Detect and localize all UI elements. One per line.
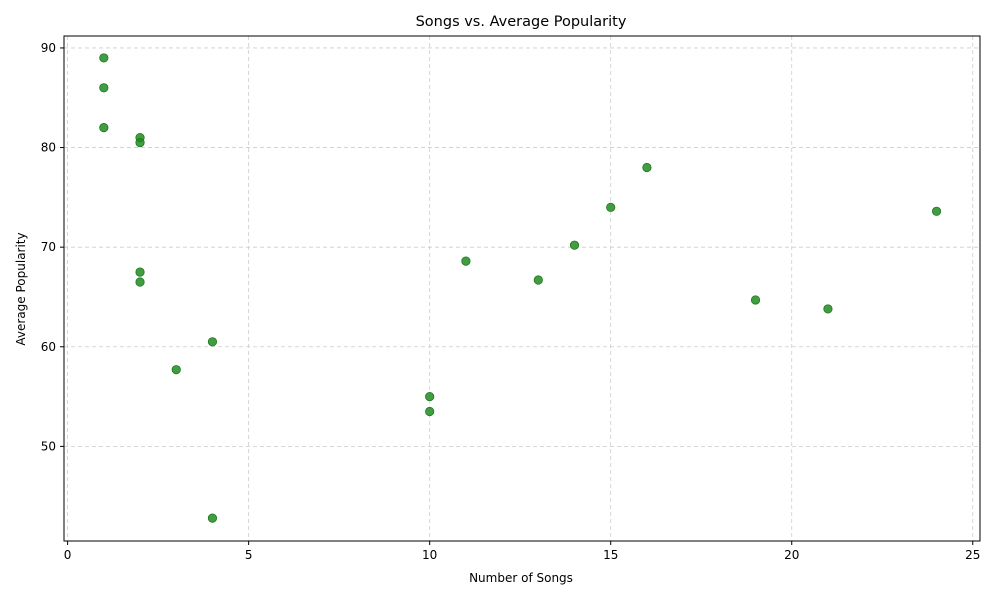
- chart-title: Songs vs. Average Popularity: [416, 14, 627, 30]
- data-point: [606, 202, 616, 212]
- y-tick-label: 90: [41, 41, 56, 55]
- data-point: [425, 391, 435, 402]
- data-points: [99, 53, 942, 523]
- x-axis-label: Number of Songs: [469, 571, 573, 585]
- data-point: [135, 277, 145, 287]
- data-point: [750, 295, 761, 305]
- y-tick-label: 70: [41, 240, 56, 254]
- y-tick-label: 80: [41, 141, 56, 155]
- grid-lines: [64, 36, 980, 541]
- data-point: [207, 337, 218, 347]
- y-tick-label: 50: [41, 439, 56, 453]
- y-axis-ticks: 50 60 70 80 90: [41, 41, 64, 453]
- y-tick-label: 60: [41, 340, 56, 354]
- data-point: [425, 406, 435, 417]
- data-point: [642, 162, 652, 173]
- data-point: [823, 304, 833, 314]
- plot-frame: [63, 35, 981, 542]
- x-tick-label: 20: [784, 548, 799, 562]
- data-point: [931, 206, 942, 216]
- data-point: [135, 137, 145, 148]
- x-tick-label: 5: [245, 548, 253, 562]
- x-tick-label: 0: [64, 548, 72, 562]
- data-point: [99, 83, 109, 93]
- data-point: [171, 365, 181, 375]
- data-point: [533, 275, 543, 285]
- x-tick-label: 10: [422, 548, 437, 562]
- data-point: [207, 513, 218, 523]
- data-point: [569, 240, 580, 250]
- data-point: [99, 123, 109, 133]
- y-axis-label: Average Popularity: [14, 232, 28, 345]
- x-axis-ticks: 0 5 10 15 20 25: [64, 541, 980, 562]
- data-point: [99, 53, 109, 63]
- data-point: [135, 267, 145, 277]
- x-tick-label: 25: [965, 548, 980, 562]
- data-point: [461, 256, 471, 266]
- x-tick-label: 15: [603, 548, 618, 562]
